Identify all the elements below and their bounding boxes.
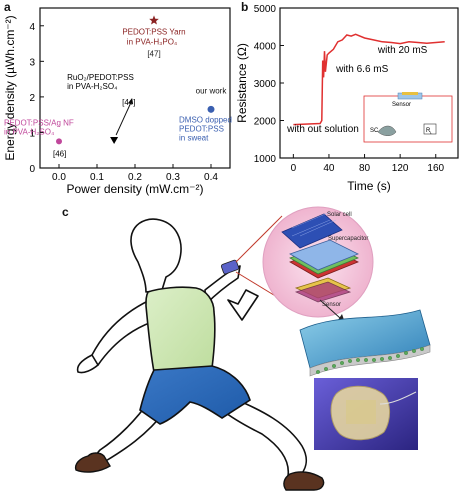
y-tick-label: 5000 xyxy=(254,4,277,15)
sensor-layer xyxy=(294,277,352,303)
label-dmso-2: PEDOT:PSS xyxy=(179,124,224,133)
chart-a-energy-vs-power: 0.0 0.1 0.2 0.3 0.4 0 1 2 3 4 Power density (mW.cm… xyxy=(3,7,232,196)
y-tick-label: 4000 xyxy=(254,42,277,53)
x-tick-label: 0.3 xyxy=(166,172,180,183)
y-tick-label: 1000 xyxy=(254,154,277,165)
label-supercapacitor: Supercapacitor xyxy=(328,236,368,242)
inset-sensor-top xyxy=(402,92,418,95)
resistance-line xyxy=(293,33,445,126)
y-tick-label: 4 xyxy=(29,22,35,33)
annotation-2: with out solution xyxy=(286,124,359,135)
inset-sensor-label: Sensor xyxy=(392,102,411,108)
ruo2-arrowhead xyxy=(128,98,134,104)
y-tick-label: 1 xyxy=(29,128,35,139)
label-ruo2: RuO₂/PEDOT:PSS xyxy=(67,73,134,82)
solar-cell-layer xyxy=(281,211,343,249)
label-our-work: our work xyxy=(196,86,228,95)
label-ruo2-medium: in PVA-H₂SO₄ xyxy=(67,82,117,91)
runner-shirt xyxy=(145,286,216,373)
chart-b-resistance-vs-time: 0 40 80 120 160 1000 2000 3000 4000 5000 Time (s) R… xyxy=(236,4,459,193)
runner-shoe-back xyxy=(74,452,111,473)
annotation-0: with 20 mS xyxy=(377,45,428,56)
x-tick-label: 40 xyxy=(323,163,335,174)
inset-load-sub: L xyxy=(430,130,433,135)
y-tick-label: 3000 xyxy=(254,79,277,90)
runner-shoe-front xyxy=(283,471,325,491)
wrist-device xyxy=(220,259,240,275)
ref-pedot-yarn: [47] xyxy=(147,49,160,58)
x-tick-label: 0.4 xyxy=(204,172,218,183)
illustration-runner-wearable: Solar cell Supercapacitor Sensor xyxy=(74,206,431,491)
x-tick-label: 120 xyxy=(392,163,409,174)
label-ag-nf-medium: in PVA-H₂SO₄ xyxy=(4,127,54,136)
label-sensor: Sensor xyxy=(322,302,341,308)
y-tick-label: 2 xyxy=(29,93,35,104)
ref-ruo2: [44] xyxy=(122,98,135,107)
x-tick-label: 0 xyxy=(291,163,297,174)
inset-sc-label: SC xyxy=(370,128,379,134)
point-dmso-pedot xyxy=(207,105,215,113)
ref-ag-nf: [46] xyxy=(53,149,66,158)
inset-load xyxy=(423,123,437,135)
x-axis-label: Power density (mW.cm⁻²) xyxy=(66,182,203,196)
label-dmso: DMSO dopped xyxy=(179,115,232,124)
label-pedot-yarn-medium: in PVA-H₃PO₄ xyxy=(127,37,177,46)
x-tick-label: 160 xyxy=(427,163,444,174)
y-tick-label: 0 xyxy=(29,164,35,175)
supercapacitor-layer xyxy=(289,239,359,279)
panel-label-b: b xyxy=(241,0,249,14)
point-ruo2 xyxy=(110,137,119,144)
label-ag-nf: PEDOT:PSS/Ag NF xyxy=(4,118,74,127)
panel-label-a: a xyxy=(4,0,11,14)
label-dmso-3: in sweat xyxy=(179,133,209,142)
x-tick-label: 0.1 xyxy=(90,172,104,183)
plot-frame xyxy=(279,7,459,159)
ruo2-leader xyxy=(115,99,133,136)
y-axis-label: Resistance (Ω) xyxy=(236,43,249,123)
point-pedot-yarn xyxy=(149,15,159,25)
x-tick-label: 80 xyxy=(359,163,371,174)
inset-sc-icon xyxy=(377,125,397,136)
point-ag-nf xyxy=(56,138,62,145)
fabric-beads xyxy=(316,347,424,374)
panel-label-c: c xyxy=(62,205,69,219)
annotation-1: with 6.6 mS xyxy=(335,64,389,75)
label-pedot-yarn: PEDOT:PSS Yarn xyxy=(122,27,185,36)
label-solar-cell: Solar cell xyxy=(327,212,352,218)
y-tick-label: 2000 xyxy=(254,117,277,128)
runner-shorts xyxy=(139,365,251,425)
y-tick-label: 3 xyxy=(29,57,35,68)
y-axis-label: Energy density (µWh.cm⁻²) xyxy=(3,15,17,160)
x-tick-label: 0.0 xyxy=(52,172,66,183)
fabric-cross-section xyxy=(299,309,431,377)
inset-load-label: R xyxy=(426,128,431,134)
x-axis-label: Time (s) xyxy=(347,179,391,193)
x-tick-label: 0.2 xyxy=(128,172,142,183)
